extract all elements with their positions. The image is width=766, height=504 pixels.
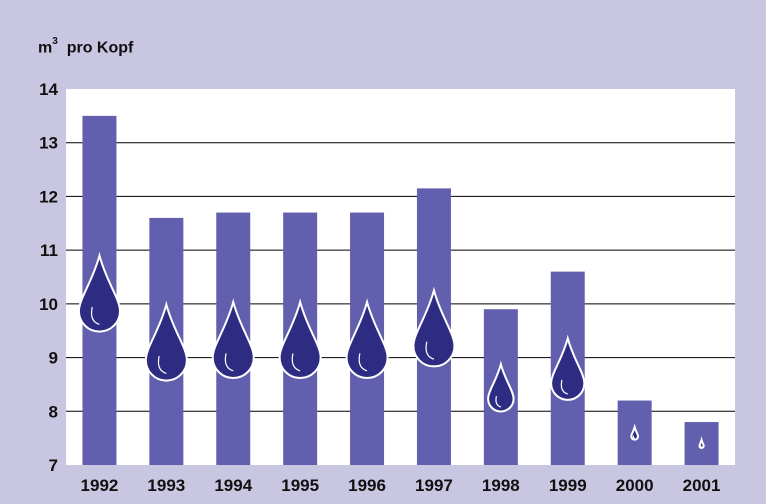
water-drop-highlight <box>700 445 702 448</box>
water-drop-highlight <box>495 396 502 408</box>
water-drop-highlight <box>632 435 635 440</box>
y-tick-label: 8 <box>49 402 58 421</box>
water-drop-highlight <box>90 306 100 326</box>
y-tick-label: 9 <box>49 349 58 368</box>
water-drop-icon <box>487 360 515 413</box>
x-tick-label: 1994 <box>214 476 252 495</box>
water-drop-icon <box>412 286 456 368</box>
water-drop-highlight <box>157 355 167 374</box>
unit-prefix: m <box>38 39 53 57</box>
y-tick-label: 10 <box>39 295 58 314</box>
water-drop-icon <box>550 334 586 401</box>
y-tick-label: 11 <box>40 241 58 260</box>
unit-suffix: pro Kopf <box>66 39 134 57</box>
water-drop-highlight <box>224 353 234 372</box>
water-drop-icon <box>345 298 389 380</box>
y-tick-label: 12 <box>39 187 58 206</box>
x-tick-label: 1996 <box>348 476 386 495</box>
x-tick-label: 1998 <box>482 476 520 495</box>
x-tick-label: 1995 <box>281 476 319 495</box>
water-drop-icon <box>144 300 188 382</box>
water-drop-icon <box>77 251 121 333</box>
x-tick-label: 1992 <box>81 476 119 495</box>
water-drop-highlight <box>425 341 435 360</box>
x-tick-label: 2001 <box>683 476 721 495</box>
water-drop-icon <box>278 298 322 380</box>
water-drop-highlight <box>560 379 568 395</box>
x-tick-label: 2000 <box>616 476 654 495</box>
water-drop-icon <box>211 298 255 380</box>
water-drop-highlight <box>291 353 301 372</box>
y-tick-label: 13 <box>39 134 58 153</box>
y-tick-label: 7 <box>49 456 58 475</box>
unit-superscript: 3 <box>52 36 58 47</box>
y-tick-label: 14 <box>39 80 58 99</box>
y-axis-unit-label: m3 pro Kopf <box>38 36 134 57</box>
x-tick-label: 1999 <box>549 476 587 495</box>
x-tick-label: 1993 <box>147 476 185 495</box>
water-drop-highlight <box>358 353 368 372</box>
x-tick-label: 1997 <box>415 476 453 495</box>
